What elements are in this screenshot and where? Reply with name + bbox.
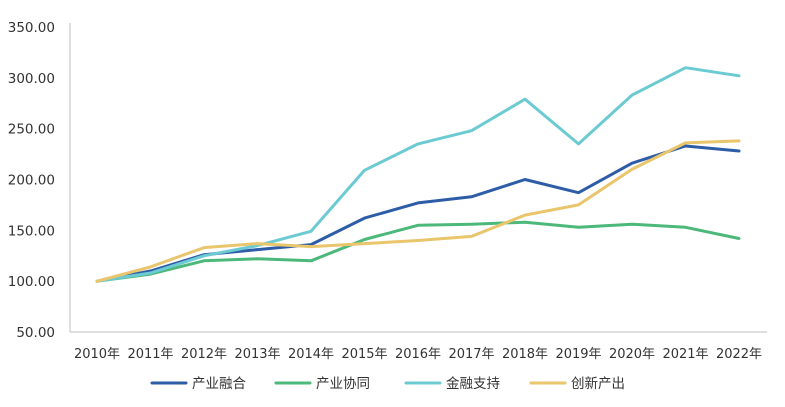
data-point	[737, 139, 741, 143]
x-tick-label: 2019年	[555, 347, 601, 362]
data-point	[309, 230, 313, 233]
data-point	[202, 254, 206, 257]
x-tick-label: 2020年	[609, 347, 655, 362]
x-axis: 2010年 2011年 2012年 2013年 2014年 2015年 2016年 2017年…	[70, 331, 767, 362]
data-point	[416, 142, 420, 146]
x-tick-label: 2022年	[716, 347, 762, 362]
data-point	[737, 74, 741, 78]
data-point	[309, 245, 313, 248]
series-lines	[95, 66, 741, 283]
data-point	[523, 97, 527, 101]
data-point	[363, 169, 366, 172]
x-tick-label: 2018年	[502, 347, 548, 362]
legend: 产业融合 产业协同 金融支持 创新产出	[150, 376, 625, 392]
data-point	[202, 246, 206, 249]
y-tick-label: 250.00	[8, 122, 55, 138]
x-tick-label: 2013年	[234, 347, 280, 362]
data-point	[630, 168, 634, 171]
data-point	[577, 142, 580, 146]
series-line-3	[95, 66, 741, 283]
x-tick-label: 2016年	[395, 347, 441, 362]
x-tick-label: 2011年	[127, 347, 173, 362]
y-tick-label: 150.00	[8, 223, 55, 239]
data-point	[630, 162, 634, 165]
data-point	[737, 237, 741, 240]
data-point	[416, 224, 420, 227]
data-point	[577, 226, 580, 229]
data-point	[470, 129, 473, 132]
x-tick-label: 2015年	[341, 347, 387, 362]
data-point	[416, 201, 420, 205]
data-point	[256, 242, 259, 245]
data-point	[523, 221, 527, 224]
data-point	[523, 213, 527, 217]
legend-label: 金融支持	[446, 376, 500, 392]
x-tick-label: 2014年	[288, 347, 334, 362]
y-tick-label: 200.00	[8, 173, 55, 189]
x-tick-label: 2010年	[74, 347, 120, 362]
data-point	[684, 144, 687, 148]
data-point	[523, 178, 527, 181]
series-line-1	[95, 144, 741, 283]
data-point	[577, 191, 580, 194]
data-point	[202, 259, 206, 263]
data-point	[470, 223, 473, 226]
data-point	[737, 149, 741, 153]
x-tick-label: 2021年	[662, 347, 708, 362]
data-point	[149, 271, 152, 275]
data-point	[363, 242, 366, 245]
data-point	[630, 223, 634, 226]
y-axis: 50.00 100.00 150.00 200.00 250.00 300.00 350.0…	[8, 20, 71, 341]
x-tick-label: 2012年	[181, 347, 227, 362]
data-point	[630, 93, 634, 97]
data-point	[684, 66, 687, 69]
y-tick-label: 300.00	[8, 71, 55, 87]
data-point	[470, 235, 473, 238]
data-point	[470, 195, 473, 198]
data-point	[256, 257, 259, 260]
data-point	[256, 248, 259, 251]
y-tick-label: 350.00	[8, 20, 55, 36]
data-point	[95, 279, 99, 283]
data-point	[684, 141, 687, 145]
data-point	[309, 259, 313, 263]
legend-label: 创新产出	[571, 376, 625, 392]
legend-label: 产业融合	[192, 376, 246, 392]
data-point	[363, 216, 366, 220]
data-point	[684, 226, 687, 229]
data-point	[149, 265, 152, 269]
y-tick-label: 50.00	[16, 325, 55, 341]
data-point	[416, 239, 420, 242]
legend-label: 产业协同	[316, 376, 370, 392]
y-tick-label: 100.00	[8, 274, 55, 290]
data-point	[363, 238, 366, 241]
x-tick-label: 2017年	[448, 347, 494, 362]
data-point	[577, 203, 580, 207]
